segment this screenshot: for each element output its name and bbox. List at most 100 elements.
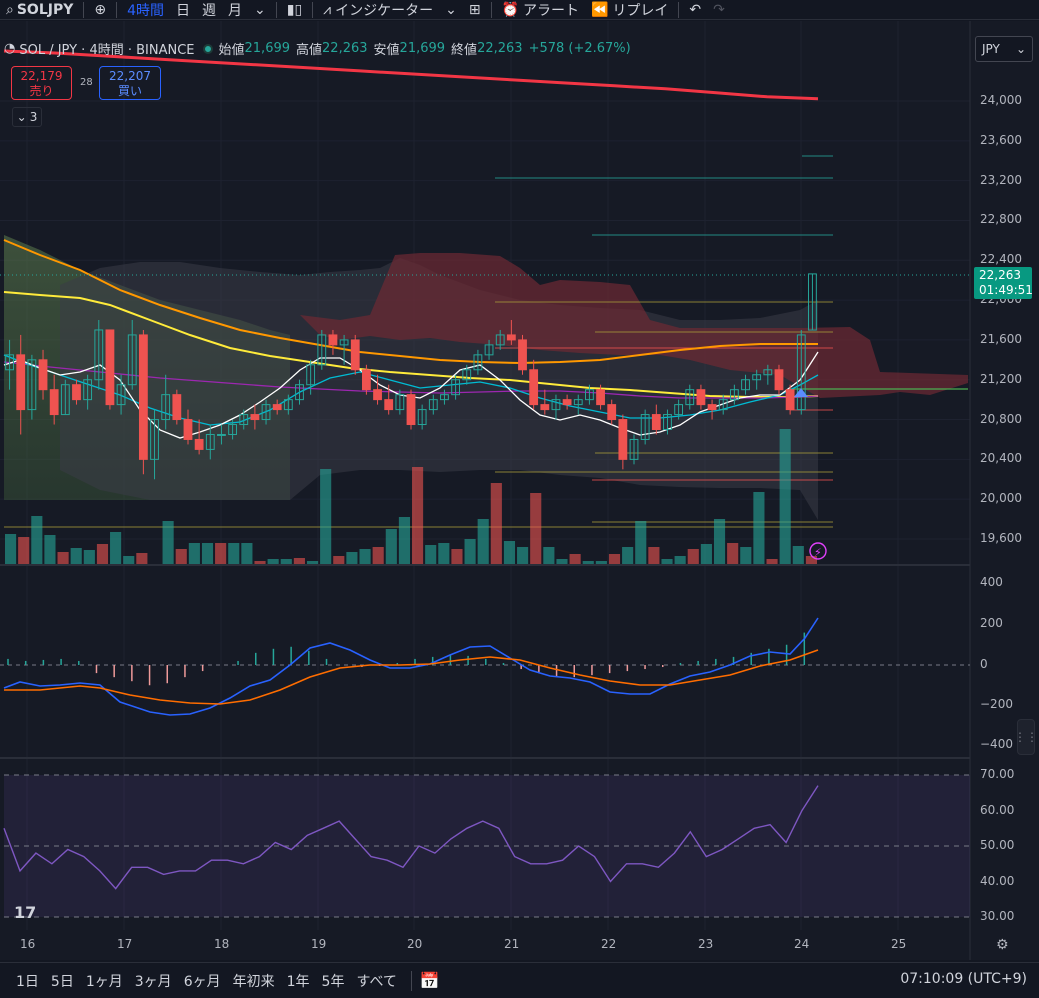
price-tick: 23,600 [980, 132, 1022, 147]
candle-body [562, 399, 572, 406]
currency-select[interactable]: JPY ⌄ [975, 36, 1033, 62]
chart-legend: ◔ SOL / JPY · 4時間 · BINANCE 始値 21,699 高値 2… [4, 39, 631, 58]
volume-bar [293, 558, 305, 564]
volume-bar [70, 548, 82, 564]
candle-body [729, 389, 739, 401]
close-label: 終値 [451, 43, 478, 58]
volume-bar [503, 541, 516, 564]
volume-bar [57, 552, 69, 564]
volume-bar [254, 561, 266, 564]
range-button[interactable]: 年初来 [232, 973, 275, 990]
indicators-dropdown[interactable]: ⌄ [439, 0, 463, 20]
timeframe-day[interactable]: 日 [176, 2, 191, 19]
volume-bar [412, 467, 424, 564]
candle-body [763, 369, 773, 376]
price-tick: 20,400 [980, 451, 1022, 466]
chart-type-button[interactable]: ▮▯ [281, 0, 308, 20]
candle-body [428, 399, 438, 411]
date-range-icon[interactable]: 📅 [419, 971, 440, 990]
timeframe-month[interactable]: 月 [228, 2, 243, 19]
candle-body [573, 399, 583, 406]
volume-bar [123, 556, 135, 564]
replay-button[interactable]: ⏪ リプレイ [585, 0, 674, 20]
close-value: 22,263 [477, 41, 523, 56]
symbol-search[interactable]: ⌕ SOLJPY [0, 0, 79, 20]
macd-tick: 400 [980, 575, 1003, 589]
candle-body [183, 419, 193, 440]
change-value: +578 (+2.67%) [528, 41, 631, 56]
candle-body [138, 334, 148, 460]
currency-label: JPY [982, 42, 1000, 56]
indicators-button[interactable]: ⩘ インジケーター [317, 0, 439, 20]
timeframe-dropdown[interactable]: ⌄ [248, 0, 272, 20]
pane-handle[interactable]: ⋮⋮ [1014, 719, 1038, 755]
date-tick: 17 [117, 937, 133, 951]
range-button[interactable]: 5日 [50, 973, 74, 990]
range-button[interactable]: 1年 [286, 973, 310, 990]
candle-body [328, 334, 338, 346]
volume-bar [595, 561, 607, 564]
buy-button[interactable]: 22,207 買い [99, 66, 161, 100]
date-tick: 25 [891, 937, 907, 951]
candle-body [60, 384, 70, 416]
sell-button[interactable]: 22,179 売り [11, 66, 72, 100]
candle-body [5, 354, 14, 371]
lightning-icon[interactable] [809, 542, 827, 560]
alert-button[interactable]: ⏰ アラート [496, 0, 585, 20]
candle-body [395, 394, 405, 411]
alert-label: アラート [522, 2, 579, 19]
range-button[interactable]: 1日 [16, 973, 39, 990]
undo-button[interactable]: ↶ [683, 0, 707, 20]
rsi-tick: 40.00 [980, 873, 1015, 888]
clock-display[interactable]: 07:10:09 (UTC+9) [900, 971, 1027, 987]
volume-bar [18, 537, 30, 564]
date-tick: 21 [504, 937, 520, 951]
candle-body [707, 404, 717, 411]
market-status-dot[interactable] [202, 43, 213, 54]
candle-body [718, 399, 728, 411]
macd-tick: −400 [980, 737, 1013, 751]
divider [678, 1, 680, 18]
candle-body [339, 339, 349, 346]
candle-body [295, 384, 304, 401]
volume-bar [5, 534, 17, 564]
chevron-down-icon: ⌄ [254, 1, 266, 18]
volume-bar [530, 493, 542, 564]
range-button[interactable]: 6ヶ月 [183, 973, 221, 990]
candle-body [217, 433, 226, 436]
candle-body [741, 379, 750, 391]
settings-button[interactable]: ⚙ [996, 937, 1009, 953]
timeframe-4h[interactable]: 4時間 [127, 2, 165, 19]
volume-bar [582, 561, 594, 564]
range-button[interactable]: 5年 [321, 973, 345, 990]
compare-button[interactable]: ⊕ [88, 0, 112, 20]
candle-body [551, 399, 561, 411]
volume-bar [188, 543, 200, 564]
candle-body [38, 359, 48, 391]
drag-handle-icon: ⋮⋮ [1014, 730, 1038, 744]
candle-body [83, 379, 93, 401]
logo-icon: ◔ [4, 41, 16, 56]
timeframe-week[interactable]: 週 [202, 2, 217, 19]
indicator-collapse-button[interactable]: ⌄ 3 [12, 107, 42, 127]
templates-button[interactable]: ⊞ [463, 0, 487, 20]
sell-label: 売り [29, 84, 54, 98]
search-icon: ⌕ [6, 1, 14, 18]
redo-button[interactable]: ↷ [707, 0, 731, 20]
volume-bar [661, 559, 673, 564]
range-button[interactable]: 3ヶ月 [134, 973, 172, 990]
chevron-down-icon: ⌄ [445, 1, 457, 18]
redo-icon: ↷ [713, 1, 725, 18]
date-tick: 23 [698, 937, 714, 951]
divider [312, 1, 314, 18]
candle-body [796, 334, 806, 411]
volume-bar [96, 544, 109, 564]
volume-bar [228, 543, 240, 564]
rsi-tick: 60.00 [980, 802, 1015, 817]
candle-body [785, 389, 795, 411]
level-lines [4, 155, 833, 528]
range-button[interactable]: すべて [356, 973, 397, 990]
volume-bar [359, 549, 371, 564]
range-button[interactable]: 1ヶ月 [85, 973, 123, 990]
